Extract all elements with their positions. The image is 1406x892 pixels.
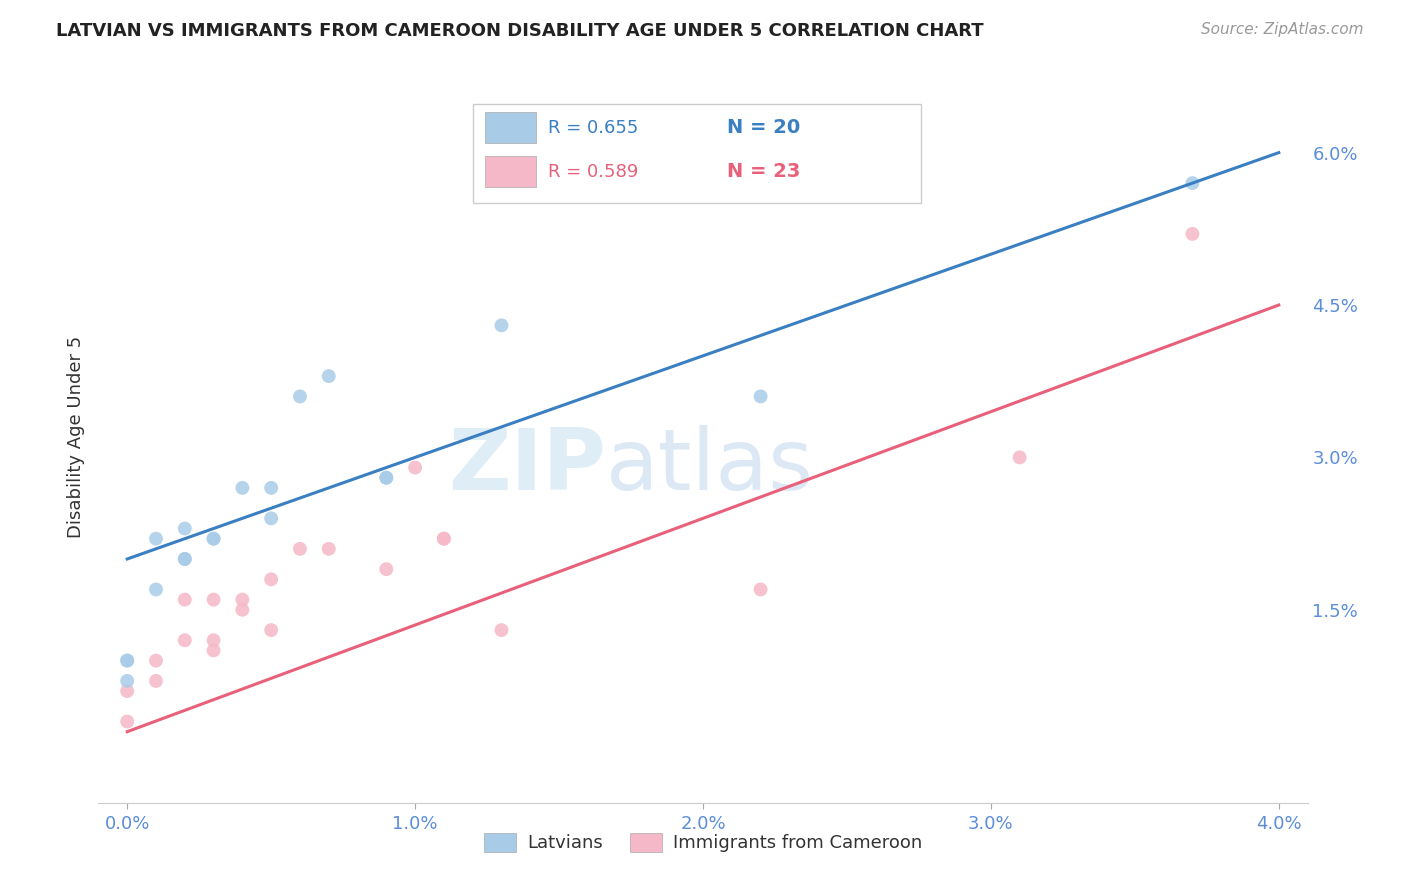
Point: [173, 521, 195, 535]
Text: N = 23: N = 23: [727, 162, 800, 181]
Point: [231, 592, 253, 607]
Point: [491, 318, 513, 333]
Point: [115, 684, 138, 698]
Point: [231, 481, 253, 495]
Point: [145, 673, 167, 688]
Text: R = 0.589: R = 0.589: [548, 162, 638, 180]
Point: [375, 471, 398, 485]
Point: [491, 623, 513, 637]
Point: [749, 389, 772, 403]
Y-axis label: Disability Age Under 5: Disability Age Under 5: [66, 336, 84, 538]
Point: [260, 623, 283, 637]
Point: [202, 532, 225, 546]
Point: [115, 654, 138, 668]
FancyBboxPatch shape: [485, 112, 536, 143]
Text: atlas: atlas: [606, 425, 814, 508]
Point: [202, 592, 225, 607]
Text: ZIP: ZIP: [449, 425, 606, 508]
Point: [173, 552, 195, 566]
Text: Source: ZipAtlas.com: Source: ZipAtlas.com: [1201, 22, 1364, 37]
Point: [145, 532, 167, 546]
Point: [260, 511, 283, 525]
Point: [433, 532, 456, 546]
Point: [115, 673, 138, 688]
Point: [202, 532, 225, 546]
Point: [1008, 450, 1031, 465]
Point: [318, 369, 340, 384]
Legend: Latvians, Immigrants from Cameroon: Latvians, Immigrants from Cameroon: [477, 826, 929, 860]
Point: [375, 562, 398, 576]
Text: R = 0.655: R = 0.655: [548, 119, 638, 136]
Point: [173, 592, 195, 607]
Point: [231, 603, 253, 617]
Point: [260, 481, 283, 495]
Point: [202, 633, 225, 648]
FancyBboxPatch shape: [474, 104, 921, 203]
Text: N = 20: N = 20: [727, 118, 800, 137]
Point: [115, 714, 138, 729]
FancyBboxPatch shape: [485, 156, 536, 187]
Point: [1181, 227, 1204, 241]
Point: [375, 471, 398, 485]
Point: [749, 582, 772, 597]
Point: [433, 532, 456, 546]
Point: [260, 572, 283, 586]
Point: [173, 552, 195, 566]
Point: [173, 633, 195, 648]
Point: [288, 389, 311, 403]
Point: [318, 541, 340, 556]
Point: [145, 582, 167, 597]
Point: [202, 643, 225, 657]
Text: LATVIAN VS IMMIGRANTS FROM CAMEROON DISABILITY AGE UNDER 5 CORRELATION CHART: LATVIAN VS IMMIGRANTS FROM CAMEROON DISA…: [56, 22, 984, 40]
Point: [288, 541, 311, 556]
Point: [145, 654, 167, 668]
Point: [404, 460, 426, 475]
Point: [1181, 176, 1204, 190]
Point: [115, 654, 138, 668]
